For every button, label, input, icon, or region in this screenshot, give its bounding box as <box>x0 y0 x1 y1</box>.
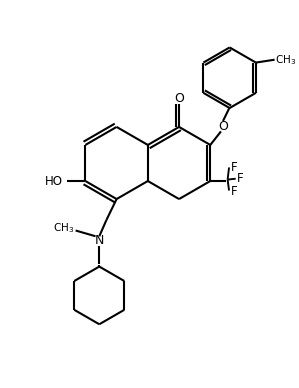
Text: O: O <box>218 120 228 133</box>
Text: F: F <box>237 171 244 185</box>
Text: F: F <box>231 161 238 174</box>
Text: CH$_3$: CH$_3$ <box>53 221 74 235</box>
Text: F: F <box>231 185 238 197</box>
Text: HO: HO <box>45 175 63 187</box>
Text: O: O <box>174 92 184 105</box>
Text: N: N <box>94 234 104 247</box>
Text: CH$_3$: CH$_3$ <box>275 53 296 67</box>
